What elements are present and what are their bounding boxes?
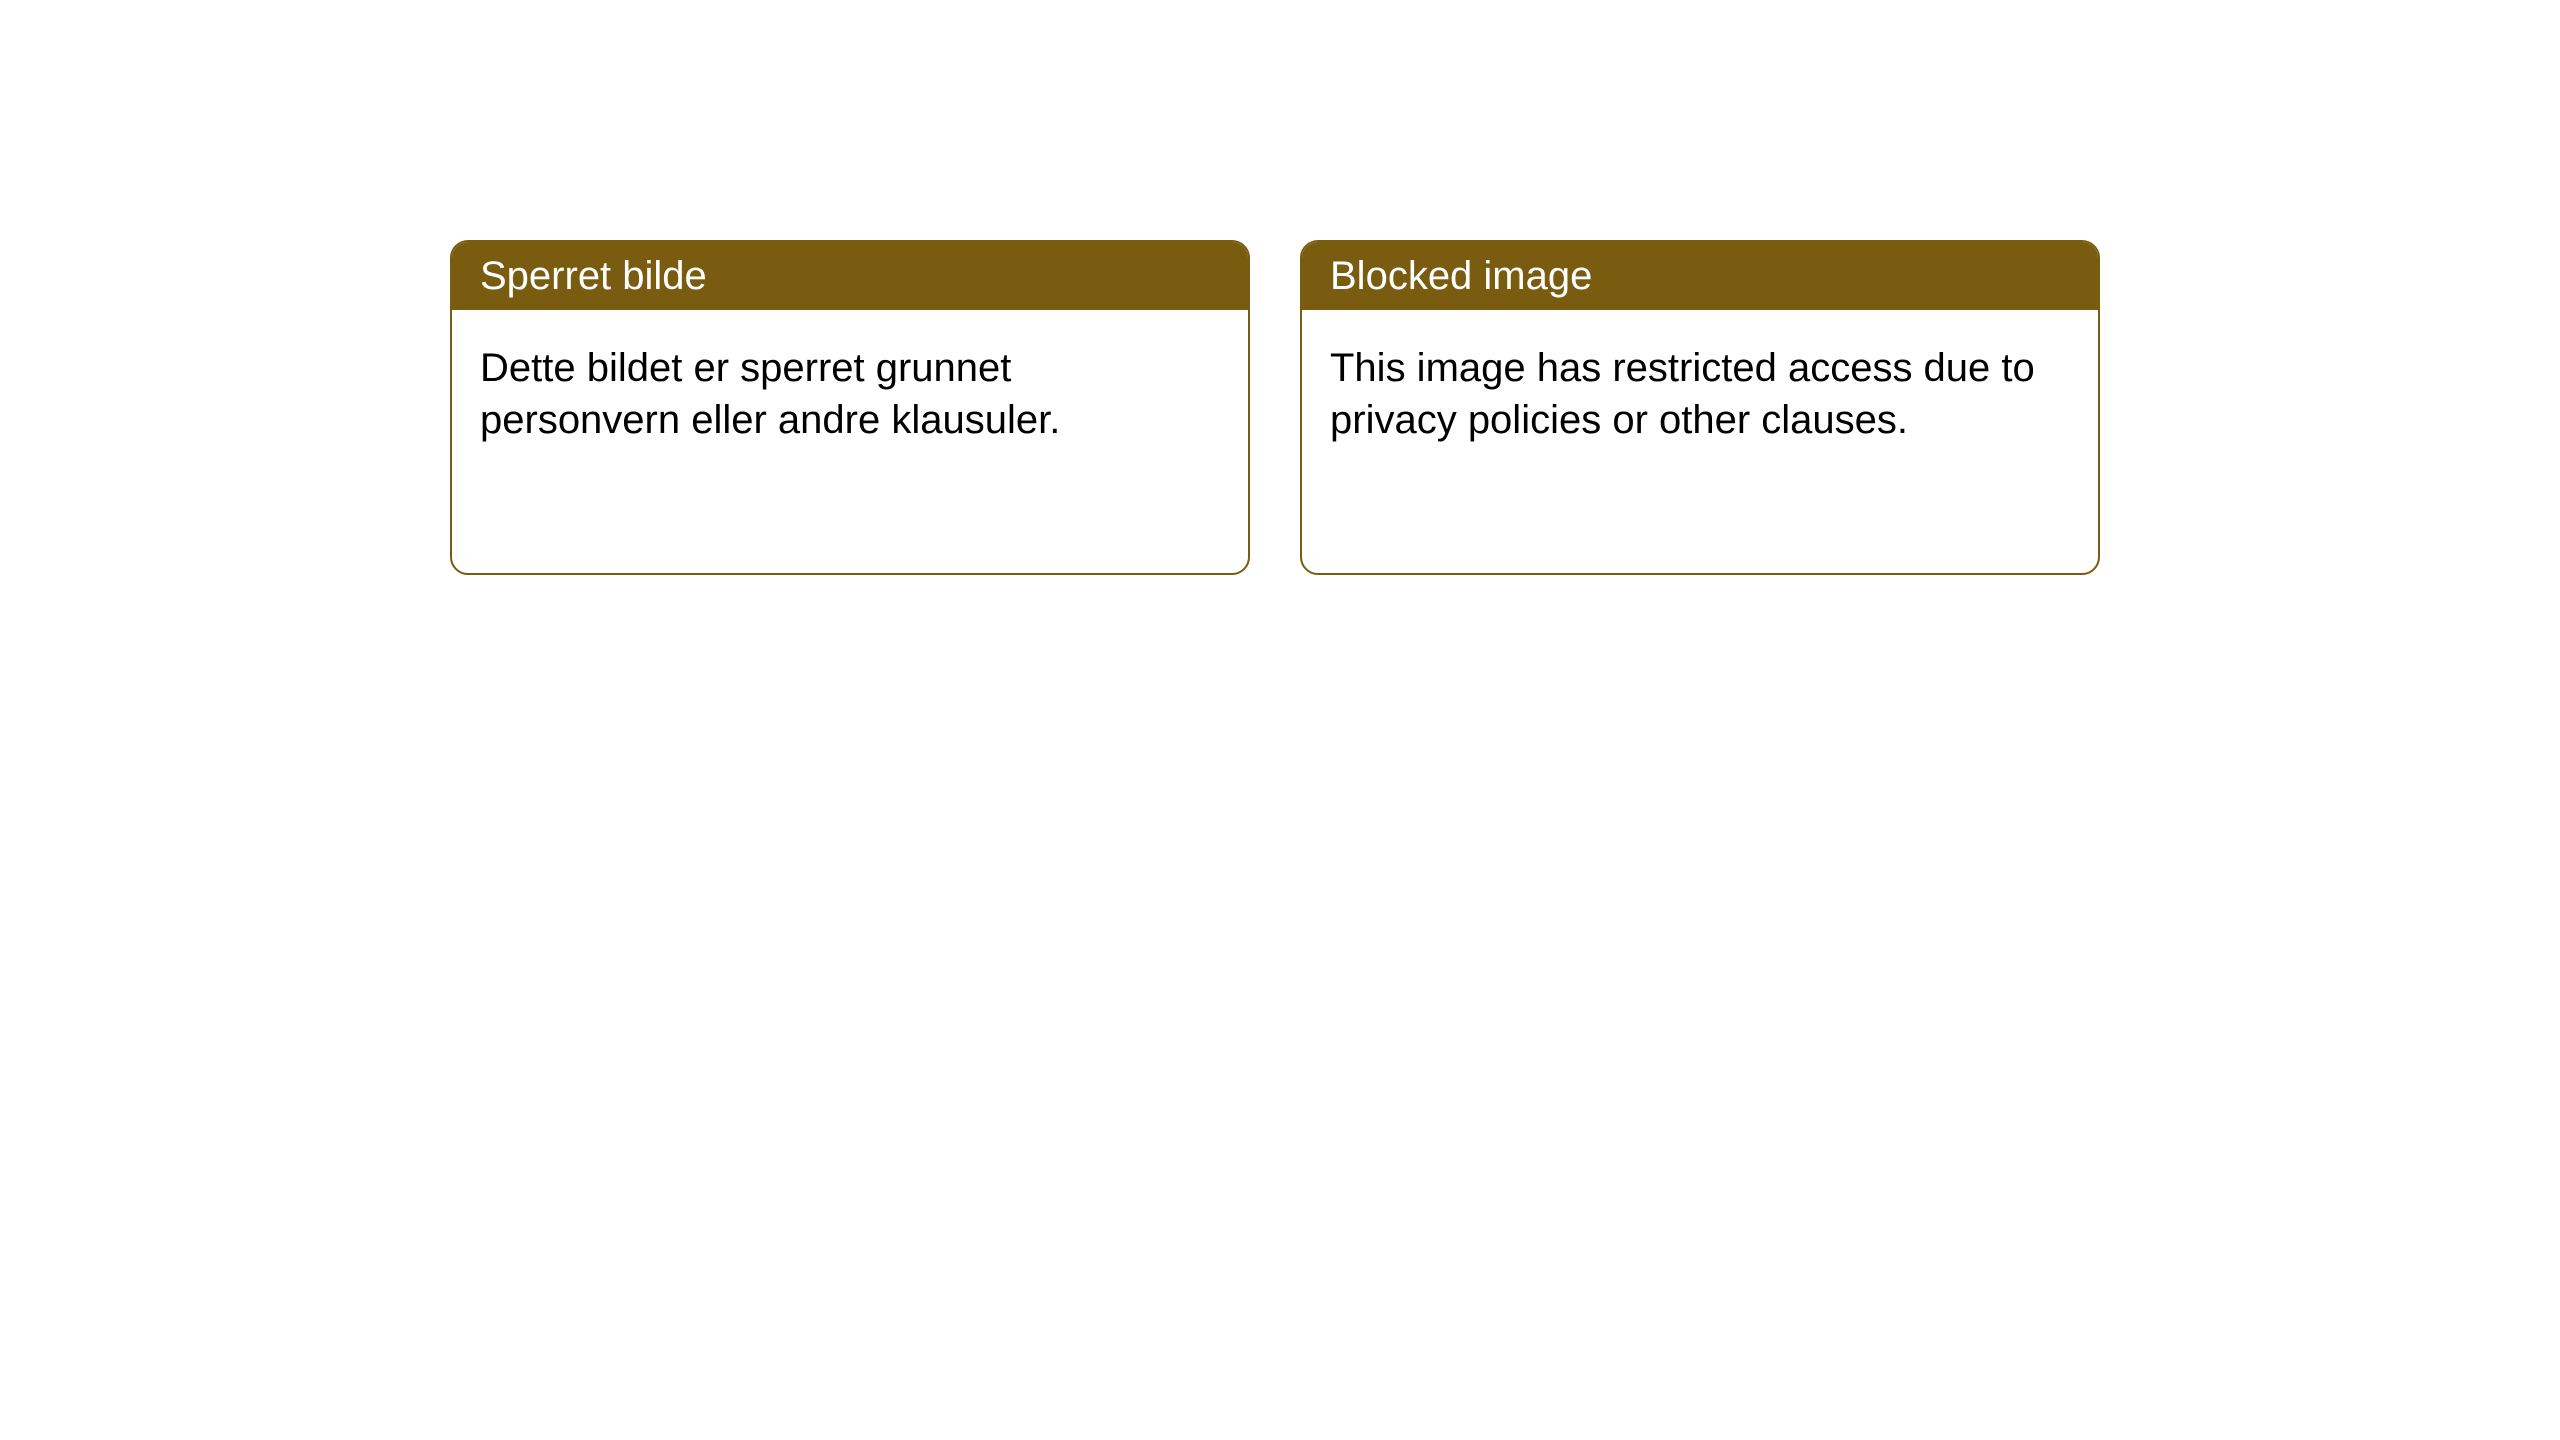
blocked-image-card-no: Sperret bilde Dette bildet er sperret gr… [450, 240, 1250, 575]
card-body: This image has restricted access due to … [1302, 310, 2098, 478]
blocked-image-card-en: Blocked image This image has restricted … [1300, 240, 2100, 575]
card-body: Dette bildet er sperret grunnet personve… [452, 310, 1248, 478]
card-container: Sperret bilde Dette bildet er sperret gr… [0, 0, 2560, 575]
card-body-text: This image has restricted access due to … [1330, 346, 2035, 442]
card-body-text: Dette bildet er sperret grunnet personve… [480, 346, 1060, 442]
card-header: Sperret bilde [452, 242, 1248, 310]
card-header: Blocked image [1302, 242, 2098, 310]
card-title: Sperret bilde [480, 254, 707, 298]
card-title: Blocked image [1330, 254, 1592, 298]
